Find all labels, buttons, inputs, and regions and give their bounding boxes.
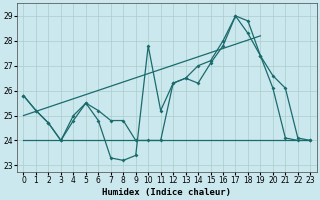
X-axis label: Humidex (Indice chaleur): Humidex (Indice chaleur) bbox=[102, 188, 231, 197]
